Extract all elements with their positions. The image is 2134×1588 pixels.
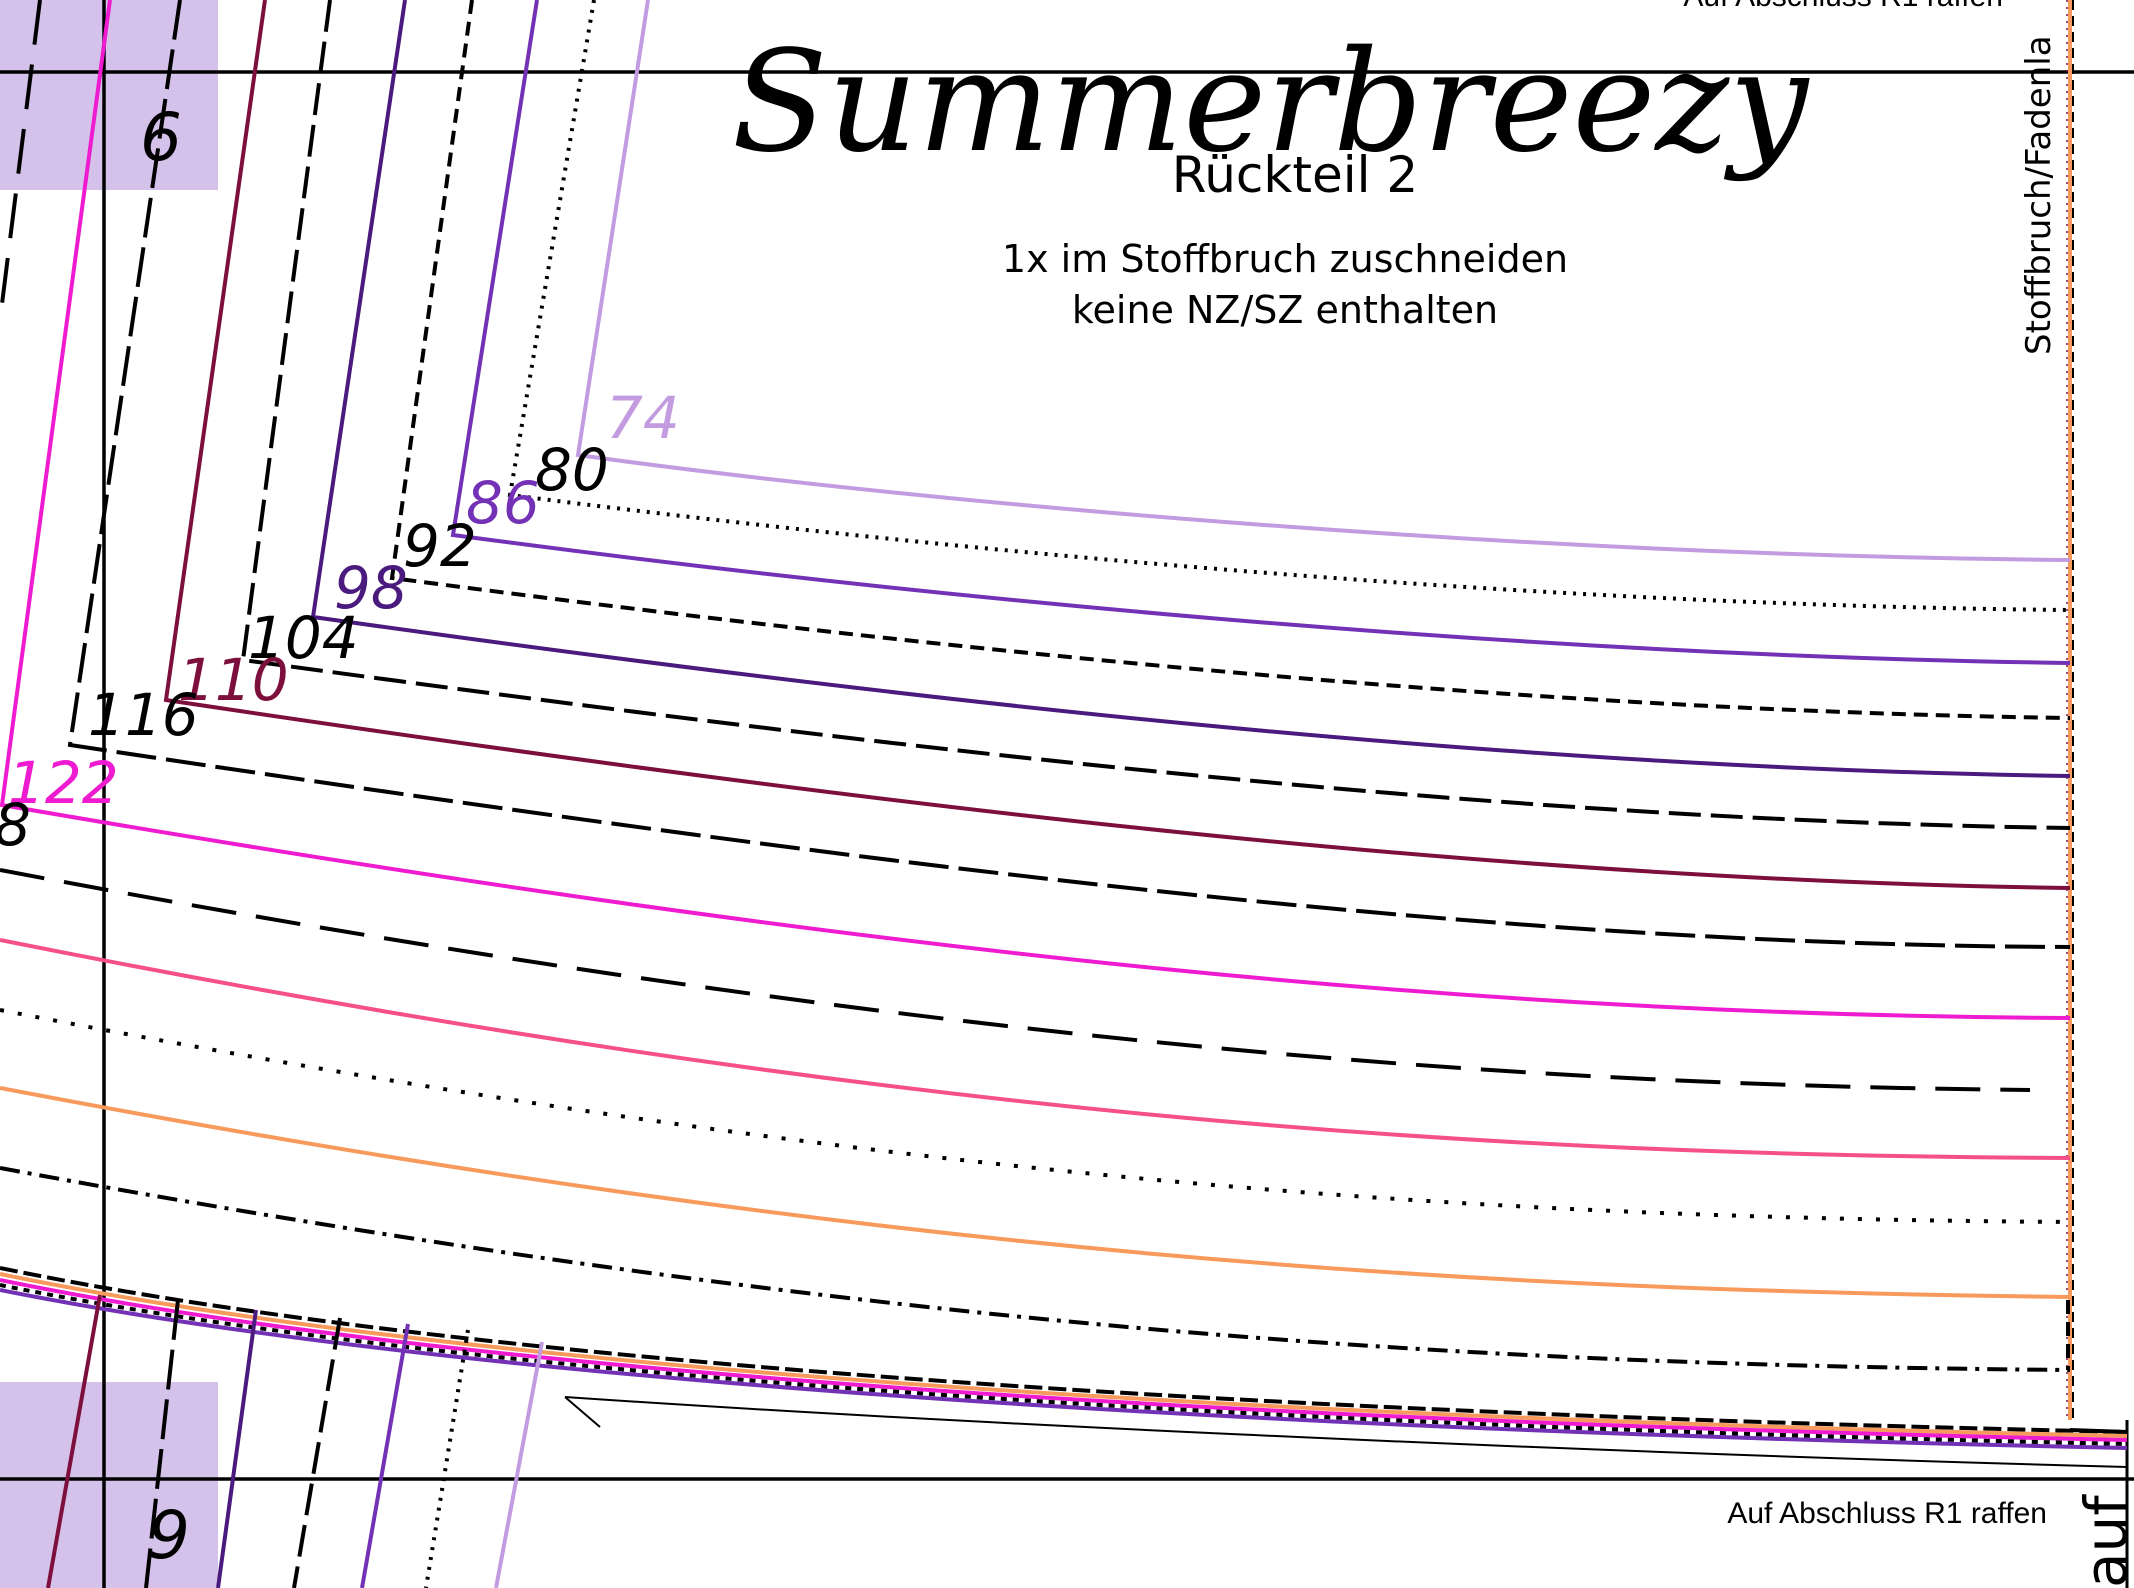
- size-line-128-upper: [0, 0, 42, 321]
- size-label-104: 104: [248, 604, 359, 672]
- size-label-128-fragment: 8: [0, 791, 31, 859]
- size-label-74: 74: [606, 384, 680, 452]
- gather-note-bottom: Auf Abschluss R1 raffen: [1727, 1497, 2047, 1530]
- size-line-dotted-2: [0, 1008, 2071, 1224]
- size-label-122: 122: [8, 749, 119, 817]
- size-line-dashdot: [0, 1166, 2071, 1372]
- size-line-orange: [0, 1086, 2071, 1299]
- size-line-74: [575, 0, 2071, 562]
- page-number-top: 6: [140, 99, 182, 176]
- size-lines: [0, 0, 2071, 1372]
- size-line-110: [163, 0, 2071, 890]
- size-line-122: [0, 0, 2071, 1020]
- bottom-right-fragment: auf: [2072, 1494, 2134, 1588]
- size-label-80: 80: [535, 436, 609, 504]
- size-label-116: 116: [88, 681, 199, 749]
- size-line-98: [310, 0, 2071, 778]
- instruction-line-2: keine NZ/SZ enthalten: [1072, 288, 1498, 332]
- tile-highlight-bottom-left: [0, 1382, 218, 1588]
- size-label-92: 92: [403, 512, 477, 580]
- size-labels: 74 80 86 92 98 104 110 116 122 8: [0, 384, 680, 859]
- size-line-86: [450, 0, 2071, 665]
- size-label-110: 110: [178, 646, 289, 714]
- fold-label: Stoffbruch/Fadenla: [2019, 35, 2059, 355]
- piece-name: Rückteil 2: [1172, 146, 1418, 204]
- gather-arrow: [564, 1396, 2128, 1468]
- size-line-80: [507, 0, 2071, 612]
- size-label-98: 98: [334, 554, 408, 622]
- size-line-128: [0, 868, 2031, 1092]
- page-number-bottom: 9: [148, 1497, 190, 1574]
- fold-line: [2066, 0, 2129, 1588]
- size-line-104: [240, 0, 2071, 830]
- size-lines-lower: [46, 1294, 544, 1588]
- gather-note-top: Auf Abschluss R1 raffen: [1683, 0, 2003, 13]
- instruction-line-1: 1x im Stoffbruch zuschneiden: [1002, 237, 1568, 281]
- pattern-title-script: Summerbreezy: [732, 21, 1810, 184]
- size-label-86: 86: [466, 469, 540, 537]
- size-line-116: [67, 0, 2071, 949]
- hem-bundle: [0, 1266, 2128, 1450]
- tile-highlight-top-left: [0, 0, 218, 190]
- size-line-pink: [0, 938, 2071, 1160]
